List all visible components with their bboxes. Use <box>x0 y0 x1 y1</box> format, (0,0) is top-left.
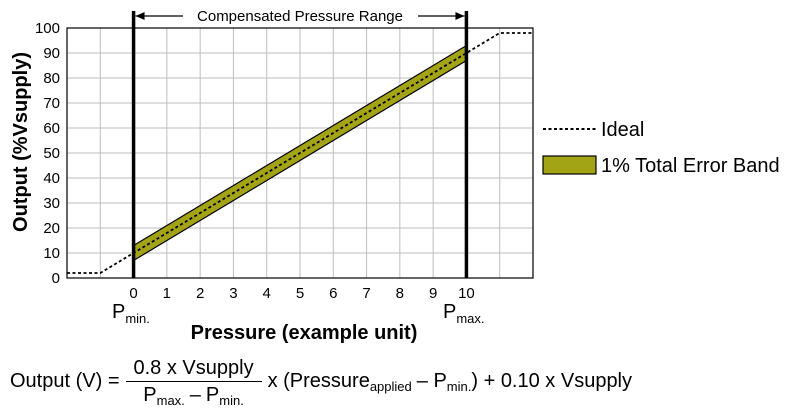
y-tick-labels: 0 10 20 30 40 50 60 70 80 90 100 <box>35 20 60 287</box>
formula-denominator: Pmax. – Pmin. <box>143 383 244 408</box>
formula-numerator: 0.8 x Vsupply <box>125 357 262 382</box>
formula-fraction: 0.8 x Vsupply Pmax. – Pmin. <box>125 357 262 408</box>
range-arrowhead-left <box>135 12 145 20</box>
output-formula: Output (V) = 0.8 x Vsupply Pmax. – Pmin. x… <box>10 352 800 410</box>
y-tick-label: 0 <box>52 270 60 287</box>
x-tick-label: 9 <box>429 285 437 302</box>
x-tick-label: 10 <box>458 285 475 302</box>
x-tick-label: 1 <box>163 285 171 302</box>
x-tick-label: 5 <box>296 285 304 302</box>
y-tick-label: 80 <box>43 70 60 87</box>
y-tick-label: 20 <box>43 220 60 237</box>
x-tick-label: 0 <box>129 285 137 302</box>
ideal-line-path <box>67 32 533 274</box>
ideal-line <box>67 32 533 274</box>
legend-band-label: 1% Total Error Band <box>601 155 780 177</box>
legend-ideal-label: Ideal <box>601 119 644 141</box>
p-max-label: Pmax. <box>443 301 485 326</box>
compensated-range-arrow <box>135 12 465 20</box>
y-tick-label: 90 <box>43 45 60 62</box>
x-tick-label: 2 <box>196 285 204 302</box>
x-tick-label: 6 <box>329 285 337 302</box>
chart: 0 10 20 30 40 50 60 70 80 90 100 0 1 2 3 4 5 6 7 8 9 10 Comp… <box>10 8 780 344</box>
y-tick-label: 30 <box>43 195 60 212</box>
y-tick-label: 10 <box>43 245 60 262</box>
y-tick-label: 70 <box>43 95 60 112</box>
formula-rhs: x (Pressureapplied – Pmin.) + 0.10 x Vsup… <box>267 369 633 394</box>
x-tick-labels: 0 1 2 3 4 5 6 7 8 9 10 <box>129 285 474 302</box>
p-min-label: Pmin. <box>112 301 150 326</box>
x-axis-title: Pressure (example unit) <box>191 322 418 344</box>
formula-lhs: Output (V) = <box>10 369 120 392</box>
legend: Ideal 1% Total Error Band <box>542 119 780 177</box>
range-arrowhead-right <box>455 12 465 20</box>
legend-band-swatch <box>542 155 597 175</box>
x-tick-label: 8 <box>396 285 404 302</box>
y-tick-label: 50 <box>43 145 60 162</box>
range-markers <box>131 11 469 278</box>
plot-border <box>66 27 534 279</box>
y-axis-title: Output (%Vsupply) <box>10 52 32 232</box>
x-tick-label: 7 <box>362 285 370 302</box>
y-tick-label: 40 <box>43 170 60 187</box>
y-tick-label: 60 <box>43 120 60 137</box>
compensated-range-label: Compensated Pressure Range <box>197 8 403 25</box>
x-tick-label: 3 <box>229 285 237 302</box>
y-tick-label: 100 <box>35 20 60 37</box>
x-tick-label: 4 <box>263 285 271 302</box>
plot-frame <box>66 27 534 279</box>
